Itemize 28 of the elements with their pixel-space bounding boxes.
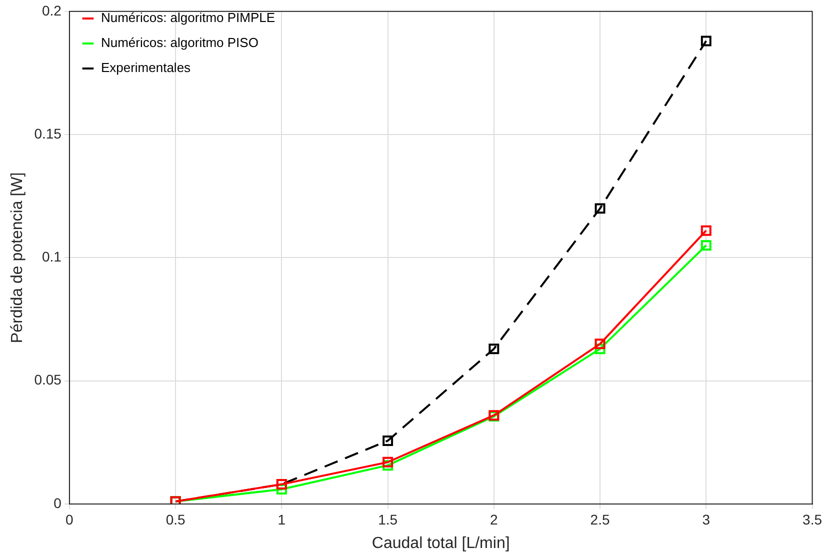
y-tick-label: 0.2	[42, 2, 62, 18]
point	[382, 456, 394, 468]
x-tick-label: 3	[702, 511, 710, 528]
x-tick-label: 3.5	[802, 511, 822, 528]
y-tick-label: 0.1	[42, 248, 62, 265]
legend-label: Numéricos: algoritmo PIMPLE	[100, 10, 276, 26]
point	[276, 484, 287, 494]
point	[700, 240, 712, 251]
legend-label: Experimentales	[100, 60, 192, 76]
point	[594, 203, 606, 214]
point	[594, 344, 606, 354]
y-axis-title: Pérdida de potencia [W]	[9, 172, 26, 344]
point	[488, 344, 500, 354]
point	[382, 435, 394, 446]
x-axis-title: Caudal total [L/min]	[372, 534, 510, 552]
x-tick-label: 2.5	[590, 511, 610, 528]
y-tick-label: 0.15	[34, 125, 62, 142]
x-tick-label: 1.5	[378, 511, 398, 528]
y-tick-label: 0.05	[34, 372, 62, 388]
point	[700, 36, 712, 46]
x-tick-label: 0.5	[166, 511, 186, 528]
y-tick-label: 0	[54, 494, 62, 511]
x-tick-label: 2	[490, 511, 498, 528]
legend-label: Numéricos: algoritmo PISO	[100, 35, 258, 50]
point	[700, 225, 712, 236]
x-tick-label: 0	[66, 511, 74, 528]
point	[594, 338, 606, 350]
x-tick-label: 1	[278, 511, 286, 528]
